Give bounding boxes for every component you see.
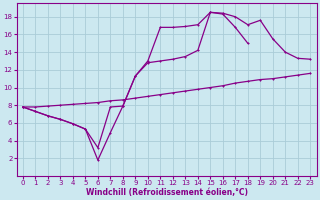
X-axis label: Windchill (Refroidissement éolien,°C): Windchill (Refroidissement éolien,°C) [85,188,248,197]
